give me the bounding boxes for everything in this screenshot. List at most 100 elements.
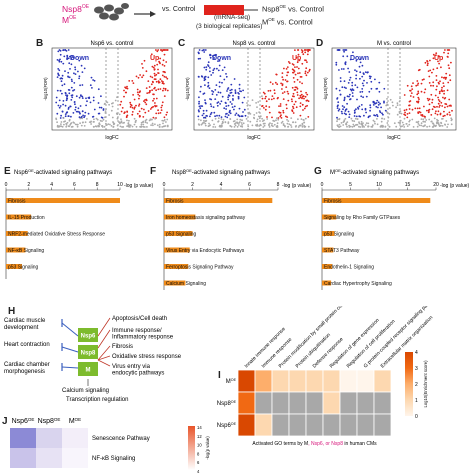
volcano-point xyxy=(271,83,274,85)
volcano-point xyxy=(279,103,282,105)
panel-h: H Cardiac muscle development Heart contrac… xyxy=(0,306,220,406)
volcano-point xyxy=(273,123,276,126)
volcano-point xyxy=(299,96,302,99)
volcano-point xyxy=(78,75,81,78)
volcano-point xyxy=(416,100,418,103)
pathway-bar-label: Endothelin-1 Signaling xyxy=(324,264,374,270)
volcano-point xyxy=(307,125,310,128)
volcano-point xyxy=(229,118,232,120)
volcano-point xyxy=(119,125,122,128)
volcano-point xyxy=(287,61,290,63)
volcano-point xyxy=(201,114,204,117)
volcano-point xyxy=(200,85,202,88)
volcano-point xyxy=(427,62,429,65)
volcano-points xyxy=(335,49,453,128)
volcano-point xyxy=(431,71,433,74)
volcano-point xyxy=(450,117,453,120)
volcano-point xyxy=(241,101,244,104)
volcano-point xyxy=(213,57,216,59)
volcano-point xyxy=(383,101,385,104)
volcano-point xyxy=(233,120,236,122)
volcano-point xyxy=(214,126,217,128)
volcano-point xyxy=(65,111,68,114)
inhibition-line xyxy=(61,366,79,369)
volcano-point xyxy=(299,102,302,104)
volcano-point xyxy=(205,109,208,112)
volcano-point xyxy=(422,125,425,128)
heatmap-cell xyxy=(373,369,392,393)
volcano-point xyxy=(80,124,83,127)
volcano-point xyxy=(302,95,305,97)
volcano-point xyxy=(68,125,71,128)
volcano-point xyxy=(370,87,373,90)
volcano-point xyxy=(67,71,70,74)
volcano-point xyxy=(62,62,65,65)
volcano-point xyxy=(66,121,69,124)
volcano-point xyxy=(219,91,222,94)
diagram-left-line: Cardiac chamber xyxy=(4,362,50,368)
volcano-point xyxy=(63,55,66,58)
volcano-point xyxy=(438,123,440,126)
volcano-point xyxy=(164,125,167,127)
volcano-point xyxy=(286,90,289,93)
volcano-point xyxy=(269,89,272,92)
volcano-point xyxy=(291,86,294,89)
volcano-point xyxy=(160,109,163,111)
volcano-point xyxy=(234,92,237,95)
volcano-point xyxy=(197,75,200,78)
volcano-point xyxy=(409,119,411,122)
volcano-point xyxy=(93,118,95,121)
pathway-bar-label: Fibrosis xyxy=(324,198,342,204)
volcano-point xyxy=(154,74,156,77)
volcano-point xyxy=(110,109,113,112)
volcano-point xyxy=(292,95,294,98)
volcano-point xyxy=(412,82,414,84)
volcano-point xyxy=(73,89,76,91)
volcano-point xyxy=(335,87,338,90)
volcano-point xyxy=(203,116,205,119)
volcano-point xyxy=(409,95,412,97)
volcano-title: Nsp6 vs. control xyxy=(90,41,133,47)
volcano-point xyxy=(233,78,236,80)
volcano-point xyxy=(91,87,93,89)
volcano-point xyxy=(406,113,409,115)
volcano-point xyxy=(229,101,232,103)
volcano-point xyxy=(67,108,70,110)
volcano-point xyxy=(249,104,251,107)
volcano-point xyxy=(293,89,296,91)
volcano-point xyxy=(198,100,201,103)
volcano-point xyxy=(214,117,217,120)
volcano-point xyxy=(306,93,309,96)
volcano-point xyxy=(378,81,381,84)
volcano-point xyxy=(294,73,297,76)
volcano-point xyxy=(296,94,299,96)
volcano-point xyxy=(401,125,403,128)
volcano-point xyxy=(446,55,449,58)
volcano-point xyxy=(441,105,444,107)
volcano-point xyxy=(356,86,359,89)
volcano-point xyxy=(441,125,444,127)
volcano-point xyxy=(416,125,419,128)
volcano-point xyxy=(406,84,409,87)
volcano-point xyxy=(62,103,64,106)
volcano-point xyxy=(301,124,304,126)
volcano-point xyxy=(131,111,134,113)
volcano-point xyxy=(209,103,212,105)
volcano-point xyxy=(348,116,351,118)
volcano-point xyxy=(343,112,346,115)
volcano-point xyxy=(423,91,426,94)
volcano-point xyxy=(225,75,228,78)
volcano-point xyxy=(373,101,375,103)
mechanism-diagram: Cardiac muscle development Heart contracti… xyxy=(4,316,182,403)
panelj-cell xyxy=(36,428,62,448)
volcano-point xyxy=(226,90,228,92)
volcano-point xyxy=(125,91,128,94)
volcano-point xyxy=(71,80,73,83)
volcano-point xyxy=(374,114,377,117)
volcano-point xyxy=(249,120,252,123)
volcano-point xyxy=(263,107,265,109)
volcano-point xyxy=(231,103,233,105)
volcano-point xyxy=(126,119,128,122)
